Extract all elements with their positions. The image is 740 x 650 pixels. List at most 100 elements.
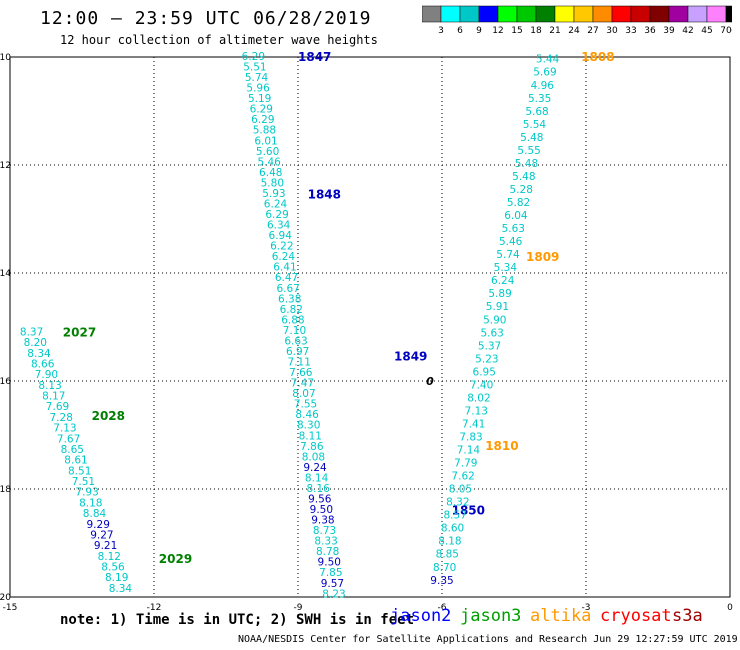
swh-value-jason2: 9.57 xyxy=(321,578,344,590)
swh-value-altika: 5.68 xyxy=(525,106,548,118)
colorbar-label: 9 xyxy=(476,26,482,36)
swh-value-altika: 5.54 xyxy=(523,119,547,131)
time-label-jason3: 2029 xyxy=(159,552,192,566)
swh-value-altika: 5.35 xyxy=(528,93,551,105)
swh-value-altika: 8.32 xyxy=(446,497,469,509)
swh-value-jason3: 8.34 xyxy=(109,583,133,595)
swh-value-jason2: 6.48 xyxy=(259,167,282,179)
colorbar-label: 33 xyxy=(625,26,636,36)
time-label-altika: 1810 xyxy=(485,439,518,453)
swh-value-jason3: 8.19 xyxy=(105,572,128,584)
swh-value-altika: 5.37 xyxy=(478,340,501,352)
colorbar-label: 45 xyxy=(701,26,712,36)
swh-value-jason2: 6.29 xyxy=(242,51,265,63)
swh-value-jason3: 8.12 xyxy=(98,551,121,563)
swh-value-jason3: 8.20 xyxy=(24,337,47,349)
swh-value-altika: 8.85 xyxy=(436,549,459,561)
swh-value-jason2: 5.51 xyxy=(243,62,266,74)
swh-value-jason2: 9.50 xyxy=(318,557,341,569)
swh-value-jason3: 7.93 xyxy=(75,487,98,499)
time-label-jason2: 1847 xyxy=(298,50,331,64)
swh-value-altika: 5.48 xyxy=(515,158,538,170)
swh-value-jason2: 7.66 xyxy=(289,367,313,379)
swh-value-jason3: 7.13 xyxy=(53,423,76,435)
swh-value-jason2: 8.30 xyxy=(297,420,320,432)
time-label-jason2: 1848 xyxy=(308,188,341,202)
swh-value-altika: 4.96 xyxy=(531,80,555,92)
swh-value-jason3: 8.61 xyxy=(64,455,87,467)
swh-value-altika: 5.90 xyxy=(483,314,506,326)
swh-value-jason2: 7.11 xyxy=(288,357,311,369)
page-subtitle: 12 hour collection of altimeter wave hei… xyxy=(60,33,378,47)
legend-altika: altika xyxy=(530,606,592,626)
swh-value-jason2: 8.07 xyxy=(292,388,315,400)
swh-value-jason2: 7.10 xyxy=(283,325,306,337)
colorbar-label: 15 xyxy=(511,26,522,36)
swh-value-jason2: 8.73 xyxy=(313,525,336,537)
swh-value-jason2: 8.33 xyxy=(314,536,337,548)
swh-value-altika: 5.89 xyxy=(488,288,511,300)
time-label-altika: 1808 xyxy=(581,50,614,64)
swh-value-jason2: 6.67 xyxy=(276,283,299,295)
footer-credit: NOAA/NESDIS Center for Satellite Applica… xyxy=(238,634,738,645)
swh-value-jason3: 8.34 xyxy=(27,348,51,360)
colorbar-label: 30 xyxy=(606,26,618,36)
swh-value-altika: 7.40 xyxy=(470,379,493,391)
swh-value-altika: 7.41 xyxy=(462,418,485,430)
swh-value-jason3: 8.18 xyxy=(79,497,102,509)
lon-tick-label: 0 xyxy=(727,603,733,613)
colorbar-label: 12 xyxy=(492,26,503,36)
map-annotation: 0 xyxy=(426,375,434,388)
swh-value-jason3: 8.17 xyxy=(42,391,65,403)
lat-tick-label: -20 xyxy=(0,593,11,603)
swh-value-jason2: 7.85 xyxy=(319,567,342,579)
lat-tick-label: -12 xyxy=(0,161,11,171)
swh-value-jason2: 6.82 xyxy=(280,304,303,316)
swh-value-jason2: 6.47 xyxy=(275,272,298,284)
swh-value-jason3: 7.51 xyxy=(72,476,95,488)
swh-value-altika: 5.44 xyxy=(536,54,560,66)
colorbar-swatch xyxy=(725,5,732,23)
lon-tick-label: -6 xyxy=(438,603,447,613)
swh-value-jason2: 6.94 xyxy=(269,230,293,242)
swh-value-jason2: 6.22 xyxy=(270,241,293,253)
swh-value-jason2: 5.19 xyxy=(248,93,271,105)
colorbar-unit: (ft) xyxy=(731,26,732,36)
swh-value-jason2: 7.47 xyxy=(291,378,314,390)
legend-jason2: jason2 xyxy=(390,606,452,626)
time-label-altika: 1809 xyxy=(526,250,559,264)
swh-value-jason2: 5.80 xyxy=(261,177,284,189)
swh-value-altika: 8.18 xyxy=(438,536,461,548)
swh-value-jason3: 7.90 xyxy=(35,369,58,381)
time-label-jason2: 1850 xyxy=(452,504,485,518)
swh-value-altika: 6.24 xyxy=(491,275,515,287)
swh-value-jason2: 5.88 xyxy=(253,125,276,137)
swh-value-altika: 7.83 xyxy=(459,431,482,443)
colorbar-label: 3 xyxy=(438,26,444,36)
swh-value-jason2: 8.23 xyxy=(322,588,345,600)
swh-value-altika: 5.23 xyxy=(475,353,498,365)
swh-value-altika: 7.62 xyxy=(451,471,474,483)
swh-value-altika: 5.74 xyxy=(496,249,520,261)
colorbar-label: 42 xyxy=(682,26,693,36)
legend-jason3: jason3 xyxy=(460,606,522,626)
swh-value-jason2: 5.96 xyxy=(246,83,270,95)
swh-value-jason2: 7.86 xyxy=(300,441,324,453)
swh-value-jason2: 6.29 xyxy=(265,209,288,221)
swh-value-altika: 7.79 xyxy=(454,458,477,470)
swh-value-jason2: 5.74 xyxy=(245,72,269,84)
footer-note: note: 1) Time is in UTC; 2) SWH is in fe… xyxy=(60,612,415,628)
swh-value-jason2: 8.14 xyxy=(305,472,329,484)
swh-value-altika: 5.63 xyxy=(480,327,503,339)
swh-value-jason3: 8.37 xyxy=(20,326,43,338)
swh-value-jason2: 6.38 xyxy=(278,293,301,305)
lon-tick-label: -12 xyxy=(147,603,162,613)
lon-tick-label: -15 xyxy=(3,603,18,613)
colorbar-label: 39 xyxy=(663,26,675,36)
colorbar-label: 18 xyxy=(530,26,542,36)
time-label-jason3: 2028 xyxy=(92,409,125,423)
colorbar-label: 21 xyxy=(549,26,560,36)
